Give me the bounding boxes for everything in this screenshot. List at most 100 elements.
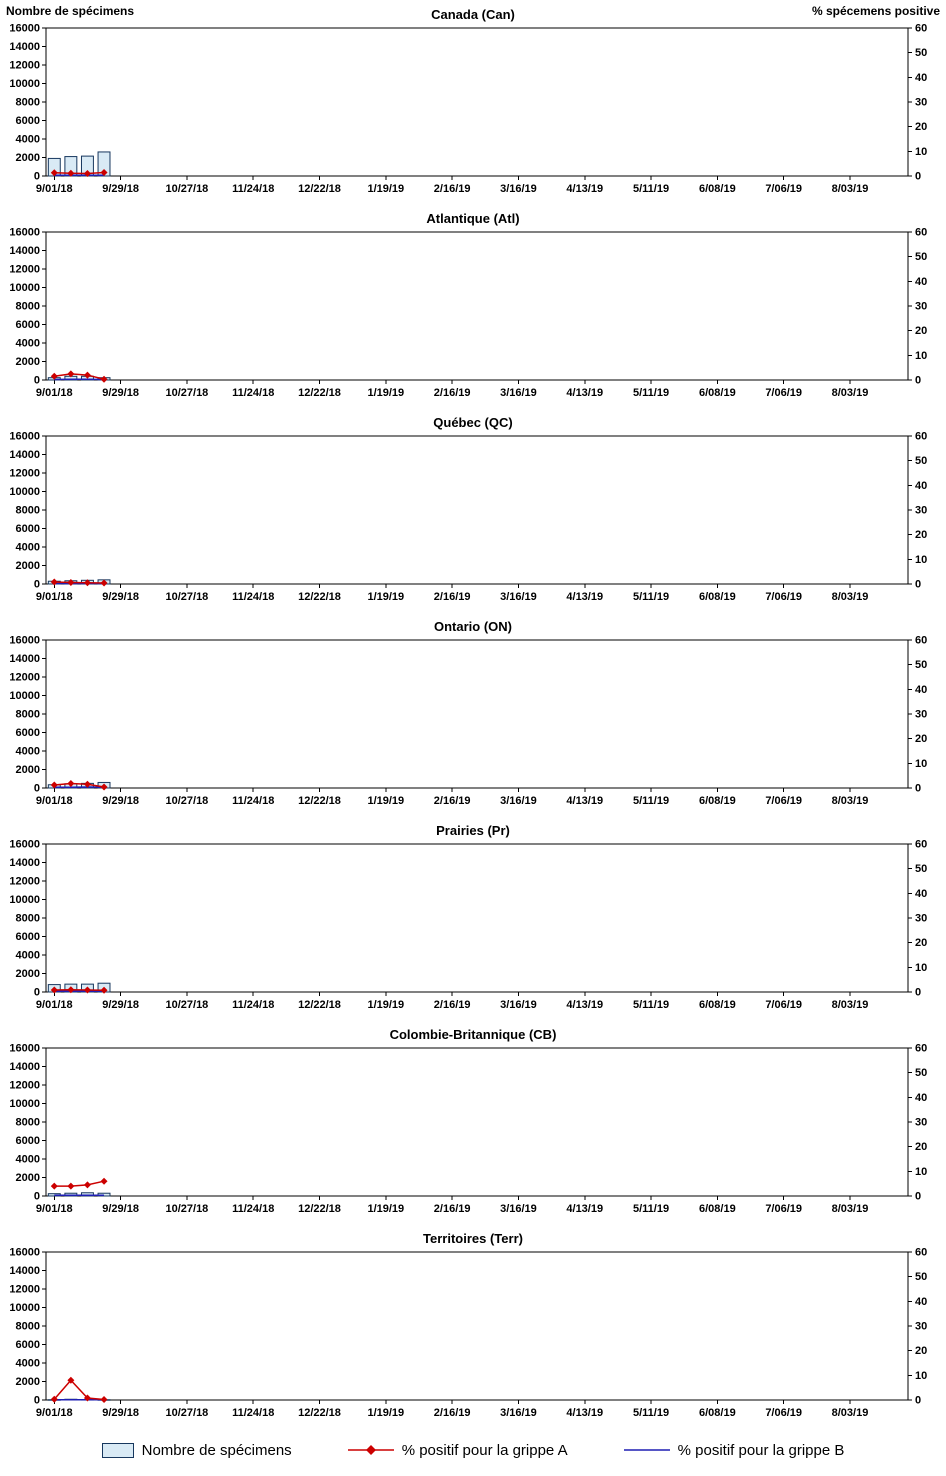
y-right-tick-label: 40 [915, 888, 927, 900]
x-tick-label: 12/22/18 [298, 1407, 341, 1419]
flu-a-marker-icon [67, 986, 75, 994]
x-tick-label: 1/19/19 [367, 387, 404, 399]
x-tick-label: 11/24/18 [232, 999, 274, 1011]
y-left-tick-label: 0 [34, 579, 40, 591]
chart-title: Territoires (Terr) [423, 1231, 523, 1246]
x-tick-label: 8/03/19 [832, 591, 869, 603]
chart-panel: Colombie-Britannique (CB) 0 2000 4000 6000 80… [9, 1027, 927, 1215]
x-tick-label: 1/19/19 [367, 183, 404, 195]
flu-a-line [54, 1180, 105, 1187]
flu-a-marker-icon [50, 1395, 58, 1403]
flu-a-marker-icon [83, 170, 91, 178]
y-left-tick-label: 12000 [9, 264, 40, 276]
x-tick-label: 7/06/19 [765, 1407, 802, 1419]
flu-a-marker-icon [83, 780, 91, 788]
y-left-tick-label: 14000 [9, 449, 40, 461]
x-tick-label: 9/01/18 [36, 999, 73, 1011]
flu-a-marker-icon [83, 1181, 91, 1189]
y-right-tick-label: 50 [915, 863, 927, 875]
y-right-tick-label: 20 [915, 733, 927, 745]
y-left-tick-label: 10000 [9, 486, 40, 498]
y-left-tick-label: 2000 [16, 152, 40, 164]
y-right-tick-label: 0 [915, 171, 921, 183]
x-tick-label: 5/11/19 [633, 183, 669, 195]
flu-a-marker-icon [67, 780, 75, 788]
x-tick-label: 7/06/19 [765, 999, 802, 1011]
y-left-tick-label: 0 [34, 1191, 40, 1203]
y-right-tick-label: 10 [915, 758, 927, 770]
y-left-tick-label: 8000 [16, 913, 40, 925]
x-tick-label: 7/06/19 [765, 183, 802, 195]
y-left-tick-label: 4000 [16, 1154, 40, 1166]
y-left-tick-label: 2000 [16, 1376, 40, 1388]
flu-a-marker-icon [100, 986, 108, 994]
y-left-tick-label: 14000 [9, 653, 40, 665]
y-right-tick-label: 30 [915, 1117, 927, 1129]
y-left-tick-label: 4000 [16, 134, 40, 146]
legend-label-specimens: Nombre de spécimens [141, 1441, 292, 1459]
y-right-tick-label: 20 [915, 1141, 927, 1153]
y-left-tick-label: 6000 [16, 1135, 40, 1147]
y-right-tick-label: 30 [915, 97, 927, 109]
y-right-tick-label: 0 [915, 1395, 921, 1407]
x-tick-label: 12/22/18 [298, 795, 341, 807]
flu-a-marker-icon [83, 371, 91, 379]
x-tick-label: 4/13/19 [566, 1407, 603, 1419]
y-right-tick-label: 60 [915, 635, 927, 647]
y-left-tick-label: 2000 [16, 356, 40, 368]
flu-b-line-swatch-icon [623, 1449, 670, 1451]
x-tick-label: 5/11/19 [633, 1203, 669, 1215]
y-left-tick-label: 12000 [9, 672, 40, 684]
x-tick-label: 12/22/18 [298, 387, 341, 399]
y-left-tick-label: 8000 [16, 1321, 40, 1333]
x-tick-label: 1/19/19 [367, 1407, 404, 1419]
y-left-tick-label: 12000 [9, 468, 40, 480]
x-tick-label: 2/16/19 [434, 183, 471, 195]
flu-a-marker-icon [50, 372, 58, 380]
x-tick-label: 9/29/18 [102, 1407, 139, 1419]
y-right-tick-label: 50 [915, 1067, 927, 1079]
x-tick-label: 8/03/19 [832, 387, 869, 399]
x-tick-label: 6/08/19 [699, 387, 736, 399]
x-tick-label: 12/22/18 [298, 999, 341, 1011]
y-left-tick-label: 16000 [9, 23, 40, 35]
x-tick-label: 10/27/18 [165, 591, 208, 603]
x-tick-label: 11/24/18 [232, 183, 274, 195]
y-left-tick-label: 6000 [16, 523, 40, 535]
x-tick-label: 9/01/18 [36, 591, 73, 603]
plot-area [45, 639, 909, 789]
y-right-tick-label: 60 [915, 1247, 927, 1259]
plot-area [45, 435, 909, 585]
x-tick-label: 10/27/18 [165, 183, 208, 195]
legend-item-specimens: Nombre de spécimens [101, 1441, 292, 1459]
y-right-tick-label: 40 [915, 276, 927, 288]
y-right-tick-label: 50 [915, 455, 927, 467]
y-right-tick-label: 0 [915, 1191, 921, 1203]
y-right-tick-label: 40 [915, 480, 927, 492]
flu-a-marker-icon [100, 1396, 108, 1404]
y-left-tick-label: 2000 [16, 560, 40, 572]
x-tick-label: 7/06/19 [765, 591, 802, 603]
flu-a-marker-icon [50, 1182, 58, 1190]
flu-a-line [54, 373, 105, 380]
y-right-tick-label: 10 [915, 350, 927, 362]
y-left-tick-label: 10000 [9, 78, 40, 90]
x-tick-label: 11/24/18 [232, 591, 274, 603]
y-left-tick-label: 0 [34, 987, 40, 999]
x-tick-label: 5/11/19 [633, 795, 669, 807]
y-left-tick-label: 16000 [9, 1043, 40, 1055]
x-tick-label: 2/16/19 [434, 795, 471, 807]
x-tick-label: 4/13/19 [566, 591, 603, 603]
x-tick-label: 6/08/19 [699, 183, 736, 195]
y-left-tick-label: 8000 [16, 1117, 40, 1129]
y-left-tick-label: 4000 [16, 1358, 40, 1370]
y-left-tick-label: 6000 [16, 1339, 40, 1351]
y-right-tick-label: 30 [915, 301, 927, 313]
x-tick-label: 3/16/19 [500, 387, 537, 399]
y-right-tick-label: 20 [915, 325, 927, 337]
chart-title: Prairies (Pr) [436, 823, 510, 838]
y-left-tick-label: 8000 [16, 709, 40, 721]
x-tick-label: 3/16/19 [500, 999, 537, 1011]
x-tick-label: 5/11/19 [633, 591, 669, 603]
